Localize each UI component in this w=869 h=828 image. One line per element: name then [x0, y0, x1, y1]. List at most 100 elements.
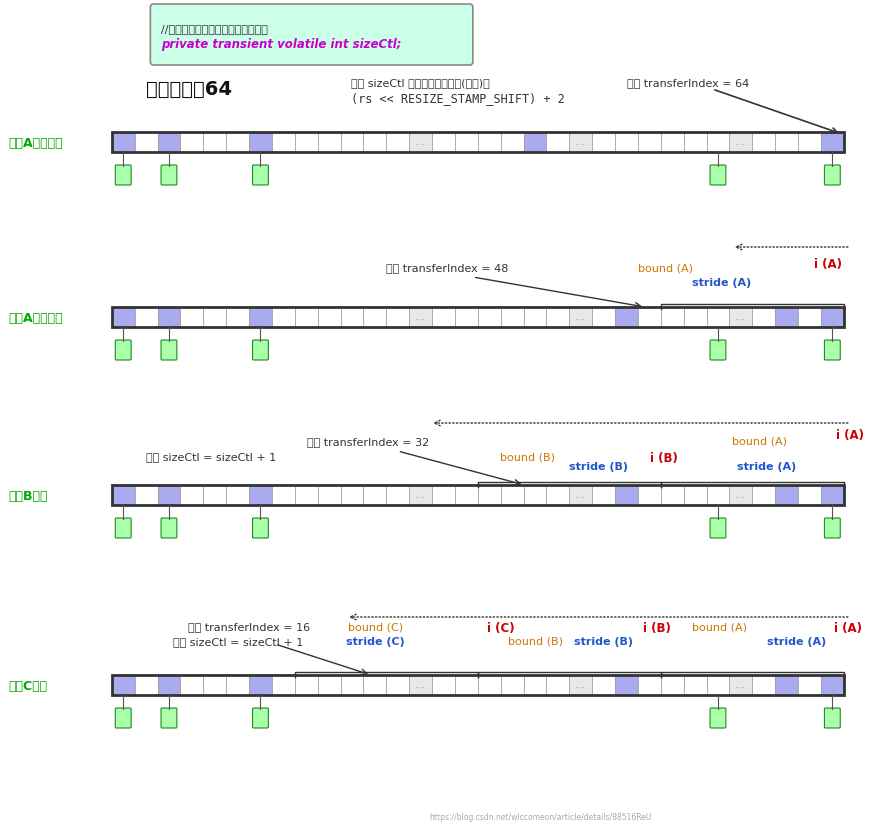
Bar	[523, 675, 547, 696]
Bar	[775, 485, 798, 505]
Bar	[523, 132, 547, 153]
Bar	[226, 675, 249, 696]
Bar	[226, 132, 249, 153]
Text: i (C): i (C)	[487, 621, 514, 634]
Bar	[660, 675, 684, 696]
Bar	[501, 675, 523, 696]
Bar	[454, 485, 478, 505]
Bar	[592, 675, 615, 696]
Bar	[753, 485, 775, 505]
Text: //用于记录当前并发扩容的线程数量: //用于记录当前并发扩容的线程数量	[162, 24, 269, 34]
Bar	[295, 485, 318, 505]
Bar	[272, 675, 295, 696]
Bar	[615, 132, 638, 153]
Bar	[181, 675, 203, 696]
Text: stride (B): stride (B)	[574, 636, 633, 646]
Text: .. ..: .. ..	[416, 315, 425, 320]
Bar	[660, 132, 684, 153]
Text: bound (A): bound (A)	[732, 436, 787, 446]
Bar	[729, 485, 753, 505]
Text: .. ..: .. ..	[736, 493, 746, 498]
Bar	[112, 675, 135, 696]
Bar	[706, 485, 729, 505]
FancyBboxPatch shape	[161, 166, 177, 185]
Bar	[706, 675, 729, 696]
Bar	[798, 308, 821, 328]
Bar	[112, 132, 844, 153]
FancyBboxPatch shape	[116, 340, 131, 360]
Bar	[569, 132, 592, 153]
FancyBboxPatch shape	[150, 5, 473, 66]
Bar	[547, 485, 569, 505]
Text: .. ..: .. ..	[576, 682, 585, 688]
Bar	[478, 132, 501, 153]
Bar	[432, 308, 454, 328]
Bar	[409, 132, 432, 153]
Bar	[478, 308, 501, 328]
Bar	[157, 308, 181, 328]
Bar	[684, 132, 706, 153]
Bar	[112, 308, 844, 328]
Text: 线程A开始扩容: 线程A开始扩容	[8, 137, 63, 149]
Bar	[592, 132, 615, 153]
Text: 线程C加入: 线程C加入	[8, 679, 47, 691]
Bar	[729, 132, 753, 153]
Bar	[203, 132, 226, 153]
Bar	[135, 308, 157, 328]
Bar	[454, 675, 478, 696]
FancyBboxPatch shape	[253, 708, 269, 728]
Text: bound (B): bound (B)	[508, 636, 563, 646]
Bar	[729, 308, 753, 328]
Bar	[295, 132, 318, 153]
FancyBboxPatch shape	[710, 166, 726, 185]
Text: i (A): i (A)	[834, 621, 862, 634]
Bar	[181, 132, 203, 153]
Text: https://blog.csdn.net/wlccomeon/article/details/88516ReU: https://blog.csdn.net/wlccomeon/article/…	[429, 812, 652, 821]
FancyBboxPatch shape	[253, 166, 269, 185]
Bar	[638, 308, 660, 328]
Bar	[501, 308, 523, 328]
FancyBboxPatch shape	[161, 518, 177, 538]
Bar	[318, 675, 341, 696]
FancyBboxPatch shape	[116, 518, 131, 538]
Bar	[203, 675, 226, 696]
Bar	[135, 485, 157, 505]
Bar	[821, 485, 844, 505]
Bar	[798, 675, 821, 696]
Bar	[363, 675, 387, 696]
Bar	[615, 308, 638, 328]
FancyBboxPatch shape	[253, 518, 269, 538]
FancyBboxPatch shape	[116, 708, 131, 728]
Text: 设置 transferIndex = 32: 设置 transferIndex = 32	[307, 436, 429, 446]
Text: .. ..: .. ..	[736, 682, 746, 688]
Bar	[341, 308, 363, 328]
Text: bound (A): bound (A)	[638, 262, 693, 272]
Bar	[272, 132, 295, 153]
Text: .. ..: .. ..	[416, 140, 425, 146]
Bar	[409, 485, 432, 505]
Bar	[638, 675, 660, 696]
Bar	[363, 485, 387, 505]
Bar	[775, 308, 798, 328]
Bar	[454, 132, 478, 153]
FancyBboxPatch shape	[825, 166, 840, 185]
Text: bound (B): bound (B)	[500, 451, 554, 461]
Bar	[341, 675, 363, 696]
Text: .. ..: .. ..	[736, 315, 746, 320]
FancyBboxPatch shape	[253, 340, 269, 360]
Bar	[157, 485, 181, 505]
Bar	[135, 675, 157, 696]
Bar	[775, 675, 798, 696]
Bar	[729, 675, 753, 696]
Text: i (A): i (A)	[814, 258, 842, 271]
Bar	[569, 675, 592, 696]
Bar	[272, 485, 295, 505]
Bar	[638, 485, 660, 505]
Text: .. ..: .. ..	[576, 493, 585, 498]
Text: stride (A): stride (A)	[766, 636, 826, 646]
Bar	[387, 675, 409, 696]
Bar	[478, 485, 501, 505]
Bar	[157, 132, 181, 153]
Text: 线程B加入: 线程B加入	[8, 489, 48, 502]
Text: i (A): i (A)	[836, 428, 864, 441]
